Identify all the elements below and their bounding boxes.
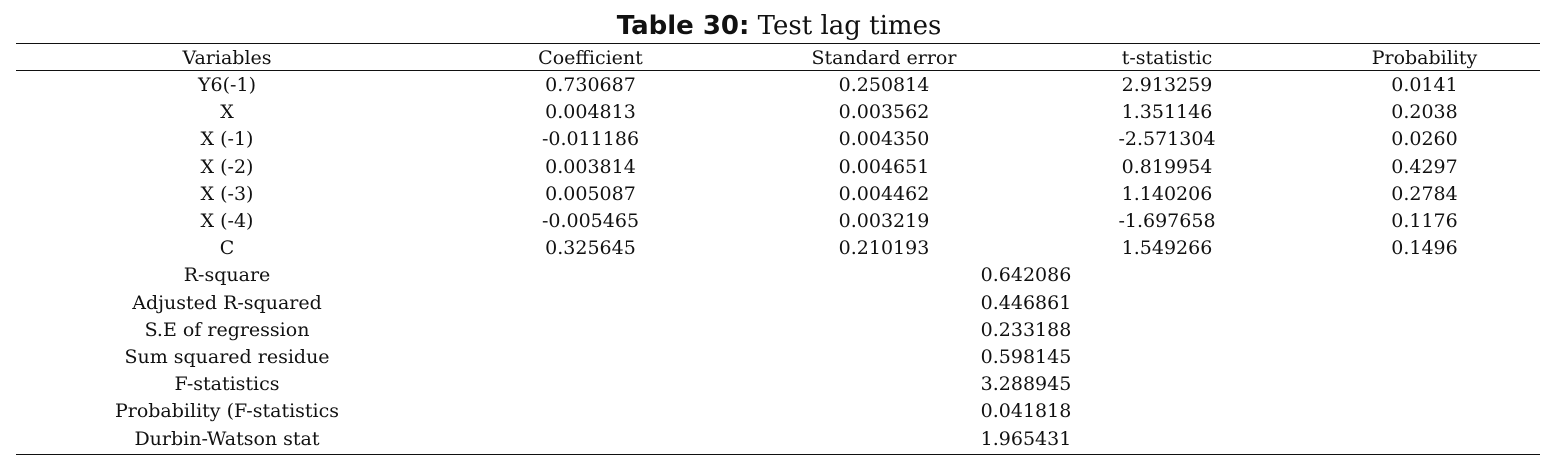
stat-label: Sum squared residue [124,346,330,369]
table-header-row: Variables Coefficient Standard error t-s… [16,44,1540,72]
stat-value: 0.446861 [980,291,1072,314]
empty-cell [1309,290,1540,317]
empty-cell [1309,398,1540,425]
cell-variable: X (-1) [200,128,254,151]
cell-coefficient: 0.003814 [545,155,636,178]
table-row: X (-3) 0.005087 0.004462 1.140206 0.2784 [16,181,1540,208]
header-probability: Probability [1371,47,1478,69]
header-coefficient: Coefficient [538,47,643,69]
header-standard-error: Standard error [811,47,957,69]
stat-value: 0.041818 [980,400,1072,423]
stat-label: Probability (F-statistics [114,400,340,423]
cell-variable: C [219,237,235,260]
empty-cell [438,290,743,317]
empty-cell [1309,317,1540,344]
table-caption-title: Test lag times [757,11,942,41]
stats-row: Probability (F-statistics 0.041818 [16,398,1540,425]
stats-row: R-square 0.642086 [16,262,1540,289]
stat-label: Durbin-Watson stat [134,427,320,450]
cell-standard-error: 0.004350 [838,128,930,151]
stat-value: 0.642086 [980,264,1072,287]
table-caption-label: Table 30: [616,11,750,41]
table-row: X 0.004813 0.003562 1.351146 0.2038 [16,99,1540,126]
empty-cell [438,426,743,453]
empty-cell [438,317,743,344]
cell-variable: X (-4) [200,210,254,233]
header-variables: Variables [182,47,272,69]
stats-row: Sum squared residue 0.598145 [16,344,1540,371]
regression-table: Variables Coefficient Standard error t-s… [16,44,1540,453]
cell-coefficient: 0.004813 [545,101,636,124]
table-row: X (-4) -0.005465 0.003219 -1.697658 0.11… [16,208,1540,235]
table-header-rule [16,70,1540,71]
cell-probability: 0.0260 [1391,128,1458,151]
cell-t-statistic: 1.549266 [1121,237,1213,260]
cell-standard-error: 0.004651 [838,155,930,178]
empty-cell [438,371,743,398]
table-row: X (-1) -0.011186 0.004350 -2.571304 0.02… [16,126,1540,153]
empty-cell [1309,426,1540,453]
stats-row: Durbin-Watson stat 1.965431 [16,426,1540,453]
stat-value: 0.233188 [980,318,1072,341]
cell-variable: X (-3) [200,182,254,205]
table-row: Y6(-1) 0.730687 0.250814 2.913259 0.0141 [16,72,1540,99]
cell-coefficient: -0.005465 [541,210,640,233]
cell-standard-error: 0.250814 [838,74,930,96]
cell-probability: 0.4297 [1391,155,1458,178]
empty-cell [438,344,743,371]
header-t-statistic: t-statistic [1121,47,1213,69]
stats-row: F-statistics 3.288945 [16,371,1540,398]
empty-cell [1309,262,1540,289]
cell-coefficient: -0.011186 [541,128,640,151]
cell-t-statistic: -1.697658 [1118,210,1216,233]
table-row: X (-2) 0.003814 0.004651 0.819954 0.4297 [16,154,1540,181]
cell-t-statistic: 1.351146 [1121,101,1213,124]
cell-coefficient: 0.730687 [545,74,636,96]
cell-t-statistic: 0.819954 [1121,155,1213,178]
cell-variable: Y6(-1) [198,74,256,96]
cell-variable: X (-2) [200,155,254,178]
cell-standard-error: 0.003219 [838,210,930,233]
cell-t-statistic: -2.571304 [1118,128,1216,151]
empty-cell [1309,371,1540,398]
cell-probability: 0.1176 [1391,210,1458,233]
cell-probability: 0.2038 [1391,101,1458,124]
cell-standard-error: 0.210193 [838,237,930,260]
empty-cell [438,398,743,425]
stat-value: 3.288945 [980,373,1072,396]
empty-cell [1309,344,1540,371]
cell-standard-error: 0.004462 [838,182,930,205]
stat-value: 0.598145 [980,346,1072,369]
table-caption: Table 30: Test lag times [0,10,1558,42]
stat-value: 1.965431 [980,427,1072,450]
cell-probability: 0.0141 [1391,74,1458,96]
stat-label: F-statistics [174,373,280,396]
table-top-rule [16,43,1540,44]
table-row: C 0.325645 0.210193 1.549266 0.1496 [16,235,1540,262]
cell-variable: X [220,101,234,124]
cell-t-statistic: 1.140206 [1121,182,1213,205]
cell-standard-error: 0.003562 [838,101,930,124]
cell-coefficient: 0.005087 [545,182,636,205]
cell-coefficient: 0.325645 [545,237,636,260]
cell-t-statistic: 2.913259 [1121,74,1213,96]
stat-label: Adjusted R-squared [132,291,322,314]
stat-label: R-square [183,264,271,287]
cell-probability: 0.1496 [1391,237,1458,260]
cell-probability: 0.2784 [1391,182,1458,205]
stats-row: S.E of regression 0.233188 [16,317,1540,344]
table-bottom-rule [16,454,1540,455]
stats-row: Adjusted R-squared 0.446861 [16,290,1540,317]
stat-label: S.E of regression [144,318,310,341]
empty-cell [438,262,743,289]
